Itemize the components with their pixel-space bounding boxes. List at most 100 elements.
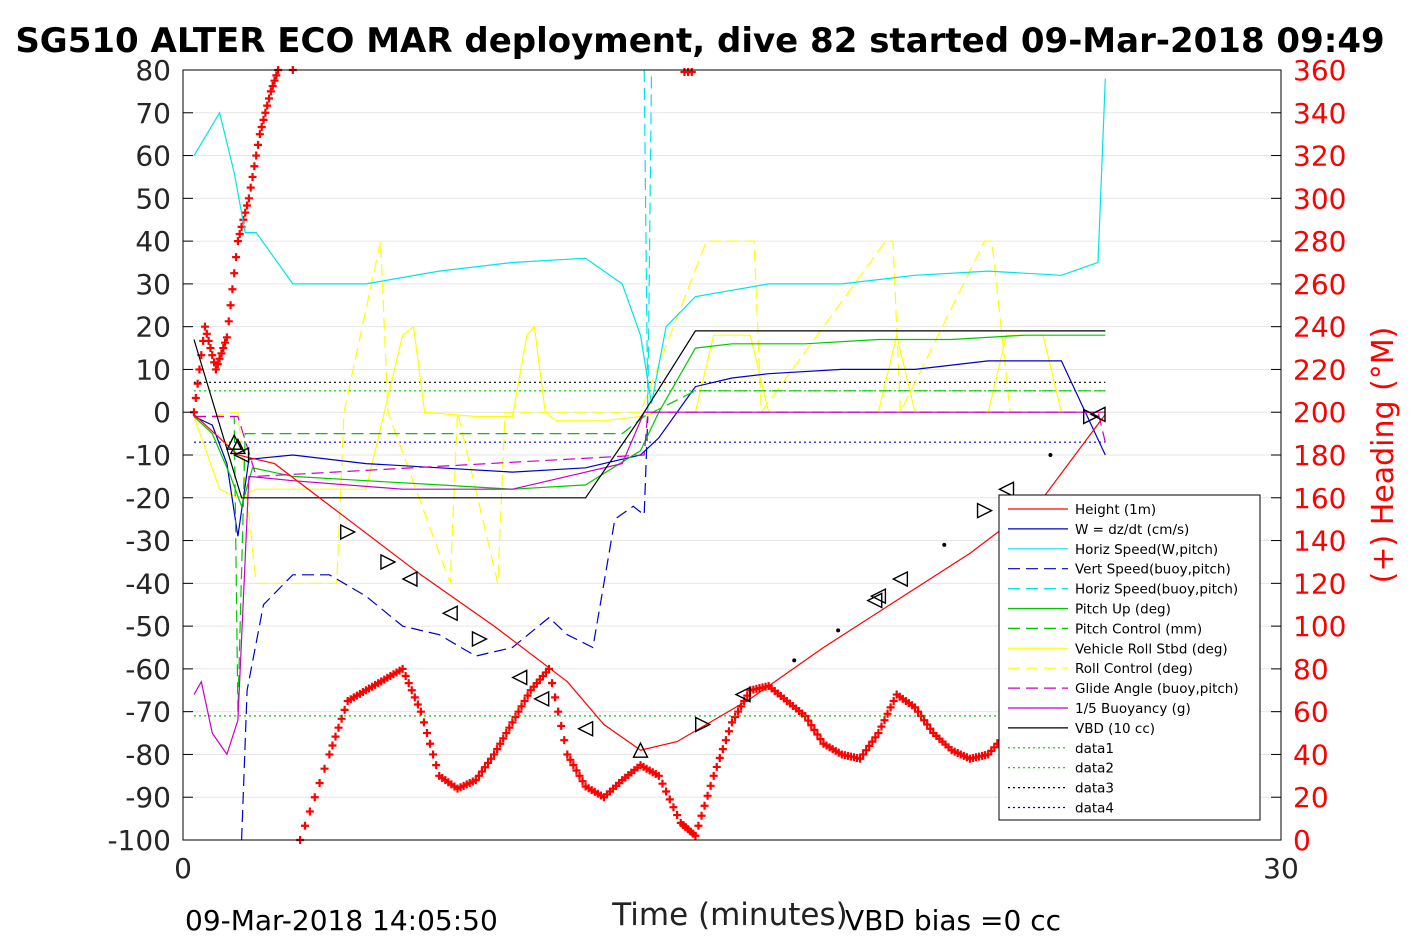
heading-point: [471, 776, 480, 785]
heading-point: [200, 322, 209, 331]
y2-tick-label: 160: [1293, 482, 1346, 515]
y-tick-label: -10: [125, 439, 171, 472]
y2-tick-label: 220: [1293, 353, 1346, 386]
heading-point: [816, 735, 825, 744]
chart-title: SG510 ALTER ECO MAR deployment, dive 82 …: [15, 21, 1384, 61]
heading-point: [572, 766, 581, 775]
y2-tick-label: 80: [1293, 653, 1329, 686]
height-marker: [577, 720, 594, 737]
heading-point: [315, 778, 324, 787]
y2-tick-label: 360: [1293, 54, 1346, 87]
heading-point: [305, 807, 314, 816]
heading-point: [423, 729, 431, 738]
height-dot: [836, 628, 841, 633]
y2-tick-label: 240: [1293, 311, 1346, 344]
heading-point: [477, 767, 486, 776]
height-marker: [232, 446, 250, 464]
heading-point: [917, 711, 926, 720]
heading-point: [265, 94, 274, 103]
y2-tick-label: 200: [1293, 396, 1346, 429]
y2-tick-label: 120: [1293, 567, 1346, 600]
height-marker: [632, 741, 649, 758]
y-tick-label: 20: [135, 311, 171, 344]
heading-point: [810, 725, 819, 734]
heading-point: [865, 741, 874, 750]
legend-label: Height (1m): [1075, 502, 1156, 518]
y-tick-label: 30: [135, 268, 171, 301]
heading-point: [886, 703, 895, 712]
heading-point: [923, 720, 932, 729]
right-axis-label: (+) Heading (°M): [1366, 327, 1401, 584]
y2-tick-label: 20: [1293, 781, 1329, 814]
heading-point: [244, 194, 253, 203]
heading-point: [208, 351, 217, 360]
heading-point: [193, 379, 202, 388]
legend-label: data1: [1075, 741, 1114, 757]
heading-point: [511, 713, 520, 722]
height-marker: [471, 630, 489, 648]
heading-point: [694, 821, 703, 830]
heading-point: [914, 707, 923, 716]
legend-label: Vert Speed(buoy,pitch): [1075, 562, 1231, 578]
heading-point: [724, 727, 733, 736]
heading-point: [401, 672, 410, 681]
heading-point: [499, 734, 508, 743]
heading-point: [246, 183, 255, 192]
footer-vbd-bias: VBD bias =0 cc: [845, 904, 1061, 937]
y2-tick-label: 280: [1293, 225, 1346, 258]
heading-point: [398, 664, 407, 673]
heading-point: [874, 729, 883, 738]
heading-point: [654, 771, 663, 780]
heading-point: [410, 693, 419, 702]
series-0: [193, 413, 1106, 751]
heading-point: [859, 750, 868, 759]
legend-label: Vehicle Roll Stbd (deg): [1075, 641, 1228, 657]
heading-point: [880, 716, 889, 725]
heading-point: [263, 101, 272, 110]
height-marker: [340, 523, 357, 541]
heading-point: [226, 301, 235, 310]
heading-point: [413, 700, 422, 709]
legend-label: data3: [1075, 781, 1114, 797]
heading-point: [715, 754, 724, 763]
y2-tick-label: 300: [1293, 182, 1346, 215]
heading-point: [331, 732, 340, 741]
heading-point: [856, 754, 865, 763]
heading-point: [191, 393, 200, 402]
series-6: [194, 390, 1106, 712]
right-axis: 3603403203002802602402202001801601401201…: [1271, 54, 1346, 857]
y-tick-label: -90: [125, 781, 171, 814]
heading-point: [221, 338, 230, 347]
heading-point: [889, 696, 898, 705]
heading-point: [480, 763, 489, 772]
heading-point: [487, 754, 496, 763]
y-tick-label: -50: [125, 610, 171, 643]
y-tick-label: 70: [135, 97, 171, 130]
x-axis: 0 30: [174, 830, 1299, 885]
heading-point: [252, 151, 261, 160]
heading-point: [709, 771, 718, 780]
y-tick-label: 40: [135, 225, 171, 258]
heading-point: [320, 764, 329, 773]
series-9: [194, 411, 1106, 478]
heading-point: [426, 739, 435, 748]
y2-tick-label: 60: [1293, 696, 1329, 729]
heading-point: [217, 349, 226, 358]
x-tick-label: 0: [174, 852, 192, 885]
y-tick-label: 50: [135, 182, 171, 215]
heading-point: [807, 721, 816, 730]
heading-point: [862, 746, 871, 755]
heading-point: [697, 811, 706, 820]
heading-point: [325, 750, 334, 759]
series-layer: [193, 69, 1106, 841]
legend-label: data2: [1075, 761, 1114, 777]
heading-point: [340, 705, 349, 714]
y-tick-label: -100: [107, 824, 171, 857]
height-marker: [441, 605, 458, 622]
height-marker: [226, 433, 243, 450]
heading-point: [551, 693, 560, 702]
heading-point: [254, 140, 263, 149]
heading-point: [868, 737, 877, 746]
heading-point: [496, 739, 505, 748]
heading-point: [563, 750, 572, 759]
